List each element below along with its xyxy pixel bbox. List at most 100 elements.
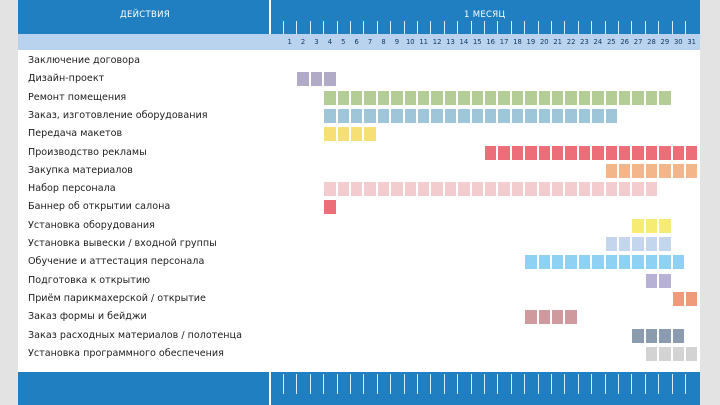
- gantt-cell: [497, 107, 511, 124]
- gantt-cell: [644, 272, 659, 289]
- gantt-cell: [631, 217, 645, 234]
- gantt-cell: [457, 107, 471, 124]
- header-tick: [577, 21, 579, 34]
- gantt-cell: [497, 181, 511, 198]
- gantt-cell: [551, 107, 565, 124]
- header-tick: [283, 21, 284, 34]
- day-label: 12: [432, 38, 442, 46]
- gantt-cell: [443, 181, 458, 198]
- header-tick: [376, 21, 378, 34]
- gantt-cell: [350, 126, 364, 143]
- gantt-cell: [551, 89, 565, 106]
- gantt-cell: [631, 162, 645, 179]
- gantt-cell: [644, 162, 659, 179]
- task-label: Закупка материалов: [28, 164, 133, 176]
- gantt-cell: [644, 89, 659, 106]
- task-label: Приём парикмахерской / открытие: [28, 292, 206, 304]
- task-label: Установка вывески / входной группы: [28, 238, 217, 249]
- gantt-cell: [644, 345, 659, 362]
- footer-tick: [577, 374, 579, 394]
- gantt-cell: [551, 254, 565, 271]
- day-label: 25: [606, 38, 616, 46]
- gantt-cell: [484, 89, 498, 106]
- header-tick: [631, 21, 633, 34]
- footer-tick: [417, 374, 418, 394]
- gantt-cell: [430, 89, 444, 106]
- task-label: Набор персонала: [28, 183, 116, 195]
- gantt-cell: [363, 107, 377, 124]
- header-tick: [671, 21, 673, 34]
- header-tick: [323, 21, 325, 34]
- day-label: 20: [539, 38, 549, 46]
- header-tick: [685, 21, 686, 34]
- gantt-cell: [577, 107, 592, 124]
- gantt-cell: [484, 181, 498, 198]
- gantt-cell: [323, 126, 337, 143]
- task-label: Производство рекламы: [28, 146, 147, 158]
- task-label: Заключение договора: [28, 55, 140, 66]
- footer-tick: [604, 374, 606, 394]
- gantt-cell: [685, 290, 699, 307]
- footer-tick: [591, 374, 593, 394]
- footer-tick: [376, 374, 378, 394]
- gantt-cell: [376, 107, 391, 124]
- gantt-cell: [524, 144, 538, 161]
- day-label: 4: [327, 38, 333, 46]
- gantt-cell: [564, 89, 578, 106]
- day-label: 24: [593, 38, 603, 46]
- gantt-cell: [323, 181, 337, 198]
- gantt-cell: [618, 181, 632, 198]
- gantt-cell: [644, 254, 659, 271]
- header-tick: [350, 21, 351, 34]
- gantt-cell: [671, 345, 685, 362]
- header-tick: [484, 21, 485, 34]
- day-label: 5: [341, 38, 346, 46]
- footer-tick: [484, 374, 485, 394]
- header-bar: [18, 0, 700, 34]
- footer-tick: [457, 374, 459, 394]
- header-tick: [524, 21, 526, 34]
- gantt-cell: [658, 144, 672, 161]
- footer-tick: [537, 374, 539, 394]
- day-label: 28: [647, 38, 656, 46]
- task-label: Обучение и аттестация персонала: [28, 256, 205, 268]
- gantt-cell: [644, 181, 659, 198]
- footer-tick: [296, 374, 298, 394]
- gantt-cell: [685, 144, 699, 161]
- gantt-cell: [524, 107, 538, 124]
- gantt-cell: [537, 89, 551, 106]
- footer-tick: [403, 374, 405, 394]
- gantt-cell: [658, 345, 672, 362]
- day-label: 2: [300, 38, 306, 46]
- gantt-cell: [309, 71, 324, 88]
- task-label: Ремонт помещения: [28, 91, 127, 103]
- day-label: 16: [486, 38, 496, 46]
- month-title: 1 МЕСЯЦ: [464, 10, 506, 20]
- footer-tick: [497, 374, 499, 394]
- gantt-cell: [658, 89, 672, 106]
- gantt-cell: [524, 181, 538, 198]
- task-label: Дизайн-проект: [28, 73, 105, 85]
- gantt-cell: [510, 181, 525, 198]
- task-label: Заказ, изготовление оборудования: [28, 109, 208, 121]
- gantt-cell: [604, 162, 618, 179]
- day-label: 19: [526, 38, 536, 46]
- gantt-cell: [631, 254, 645, 271]
- gantt-cell: [510, 89, 525, 106]
- gantt-cell: [591, 89, 605, 106]
- gantt-cell: [604, 107, 618, 124]
- day-strip: [18, 34, 700, 50]
- header-tick: [430, 21, 432, 34]
- header-tick: [296, 21, 298, 34]
- gantt-cell: [685, 345, 699, 362]
- gantt-cell: [618, 254, 632, 271]
- footer-tick: [443, 374, 445, 394]
- footer-divider: [269, 372, 271, 405]
- gantt-cell: [631, 181, 645, 198]
- gantt-cell: [671, 162, 685, 179]
- gantt-cell: [457, 181, 471, 198]
- gantt-cell: [350, 107, 364, 124]
- gantt-cell: [671, 144, 685, 161]
- day-label: 11: [419, 38, 429, 46]
- gantt-cell: [618, 236, 632, 252]
